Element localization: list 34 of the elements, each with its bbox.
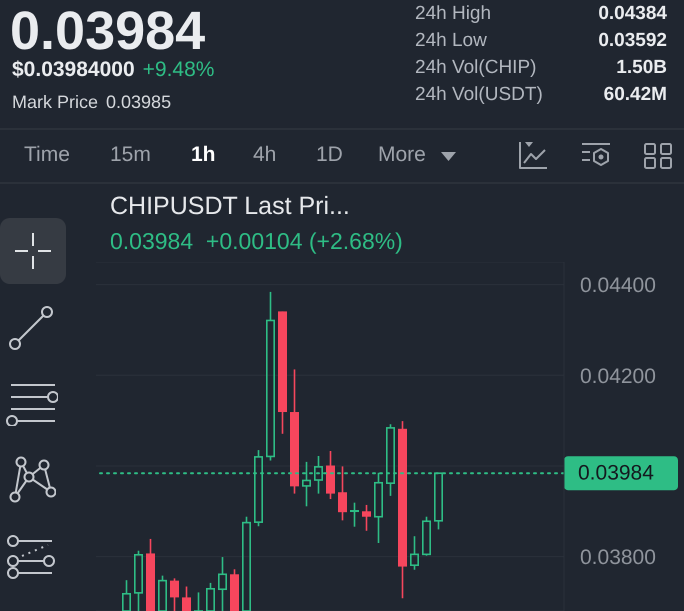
text: 0.03985 (106, 92, 172, 113)
text: More (378, 143, 426, 168)
text: +9.48% (142, 58, 214, 82)
y-tick-label: 0.03800 (580, 546, 656, 570)
text: 60.42M (604, 84, 667, 106)
y-tick-label: 0.04200 (580, 364, 656, 388)
text: Time (24, 143, 70, 168)
text: Mark Price (12, 92, 98, 113)
candlestick (170, 578, 179, 611)
candlestick (338, 466, 347, 522)
text: 4h (253, 143, 276, 168)
text: 0.03984 (10, 0, 206, 61)
text: 1D (316, 143, 343, 168)
text: 24h Vol(USDT) (415, 84, 543, 106)
text: 24h Low (415, 30, 487, 52)
text: 1.50B (616, 57, 667, 79)
text: 0.04384 (598, 3, 667, 25)
candlestick (218, 556, 227, 611)
text: 0.03592 (598, 30, 667, 52)
candlestick (134, 550, 143, 611)
candlestick (182, 586, 191, 611)
text: $0.03984000 (12, 58, 135, 82)
text: 1h (191, 143, 216, 168)
candlestick (350, 502, 359, 528)
y-tick-label: 0.04400 (580, 274, 656, 298)
candlestick (266, 291, 275, 462)
ref-line-label: 0.03984 (578, 462, 654, 485)
candlestick (362, 504, 371, 532)
candlestick (410, 535, 419, 571)
text: 24h High (415, 3, 492, 25)
text: 24h Vol(CHIP) (415, 57, 536, 79)
chart-subtitle: 0.03984 +0.00104 (+2.68%) (110, 228, 403, 254)
text: 15m (110, 143, 151, 168)
chart-title: CHIPUSDT Last Pri... (110, 192, 350, 221)
